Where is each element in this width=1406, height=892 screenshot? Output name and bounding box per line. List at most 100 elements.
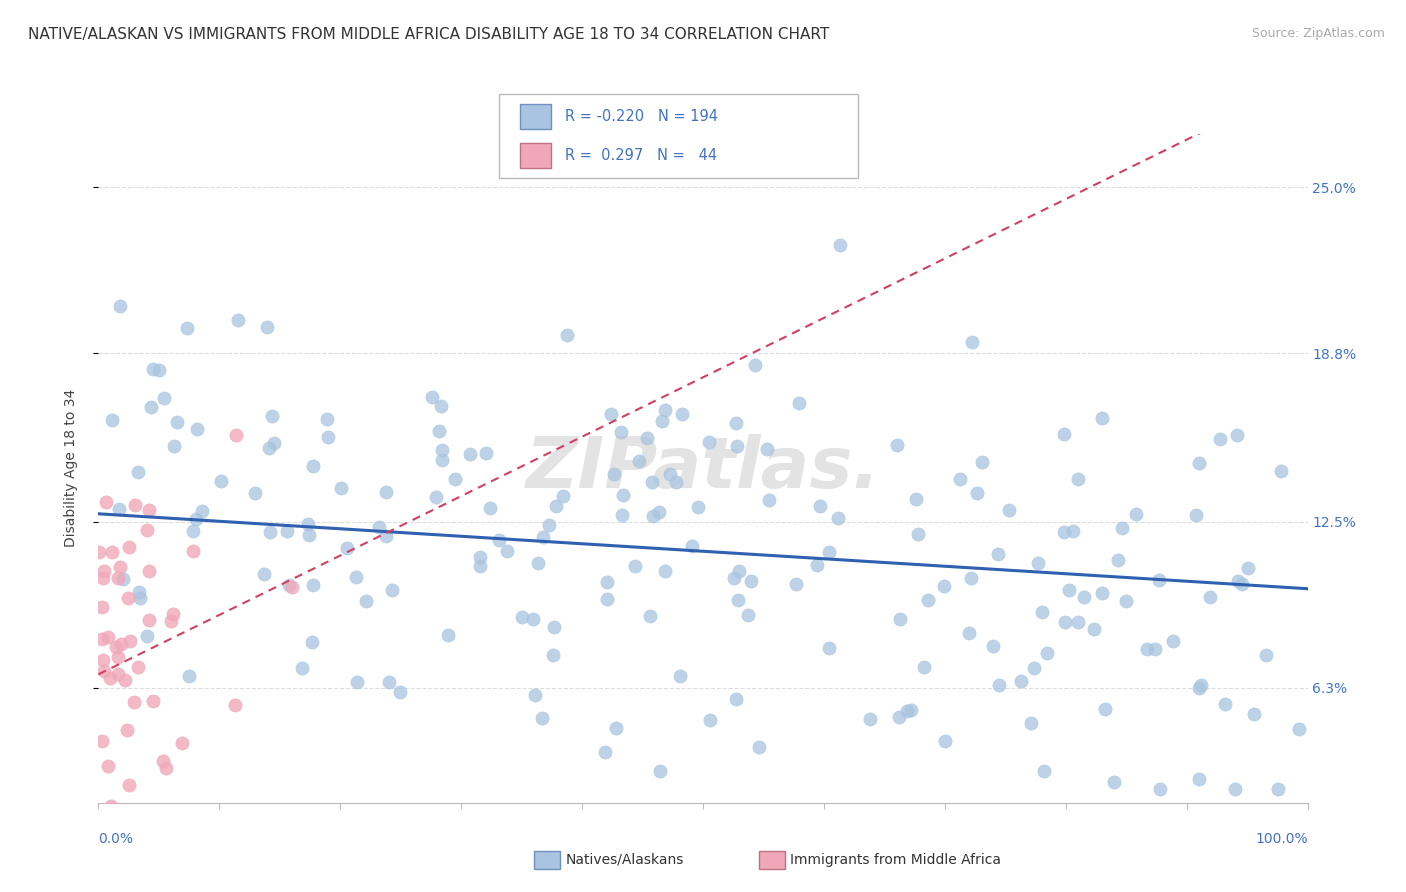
Point [186,422,208,436]
Point [97,759,120,773]
Point [100,799,122,814]
Point [280,580,302,594]
Point [458,447,481,461]
Point [1066,472,1088,486]
Point [336,541,359,555]
Point [887,710,910,724]
Point [278,578,301,592]
Point [628,454,651,468]
Point [602,467,624,481]
Point [183,524,205,538]
Point [108,502,131,516]
Point [475,446,498,460]
Point [1147,573,1170,587]
Point [388,684,411,698]
Point [827,510,849,524]
Point [596,574,619,589]
Point [1111,521,1133,535]
Text: R =  0.297   N =   44: R = 0.297 N = 44 [565,148,717,162]
Point [640,609,662,624]
Point [127,465,149,479]
Point [444,472,467,486]
Point [817,544,839,558]
Point [665,475,688,490]
Point [90,600,112,615]
Point [122,695,145,709]
Point [1226,574,1249,588]
Point [298,527,321,541]
Point [651,414,673,428]
Point [344,569,367,583]
Point [139,400,162,414]
Point [259,525,281,540]
Point [107,571,129,585]
Point [243,485,266,500]
Point [543,620,565,634]
Point [367,520,389,534]
Point [1223,782,1246,797]
Point [155,761,177,775]
Point [859,712,882,726]
Point [725,692,748,706]
Point [302,459,325,474]
Point [818,640,841,655]
Point [375,529,398,543]
Point [136,629,159,643]
Point [1288,723,1310,737]
Point [1026,556,1049,570]
Point [756,442,779,457]
Point [148,363,170,377]
Point [1188,456,1211,470]
Point [470,559,492,574]
Point [1019,716,1042,731]
Point [91,571,114,585]
Point [686,500,709,514]
Point [723,571,745,585]
Point [744,358,766,372]
Point [117,591,139,606]
Point [917,593,939,607]
Point [129,591,152,605]
Point [900,702,922,716]
Point [737,607,759,622]
Point [209,475,232,489]
Point [785,577,807,591]
Point [496,544,519,558]
Point [697,435,720,450]
Point [183,544,205,558]
Point [987,678,1010,692]
Point [1053,427,1076,442]
Point [101,413,124,427]
Point [659,467,682,481]
Point [276,524,298,538]
Point [1188,772,1211,786]
Point [1188,681,1211,695]
Point [378,674,401,689]
Point [107,649,129,664]
Point [546,499,568,513]
Point [93,565,115,579]
Point [654,403,676,417]
Point [960,335,983,350]
Point [153,391,176,405]
Point [162,607,184,622]
Point [531,710,554,724]
Point [699,714,721,728]
Point [160,615,183,629]
Point [889,612,911,626]
Point [90,734,112,748]
Point [101,545,124,559]
Point [932,578,955,592]
Point [488,533,510,547]
Point [610,508,633,522]
Point [127,660,149,674]
Point [907,526,929,541]
Point [553,489,575,503]
Point [138,564,160,578]
Point [115,723,138,738]
Point [555,328,578,343]
Text: Natives/Alaskans: Natives/Alaskans [565,853,683,867]
Point [176,320,198,334]
Point [966,485,988,500]
Point [981,639,1004,653]
